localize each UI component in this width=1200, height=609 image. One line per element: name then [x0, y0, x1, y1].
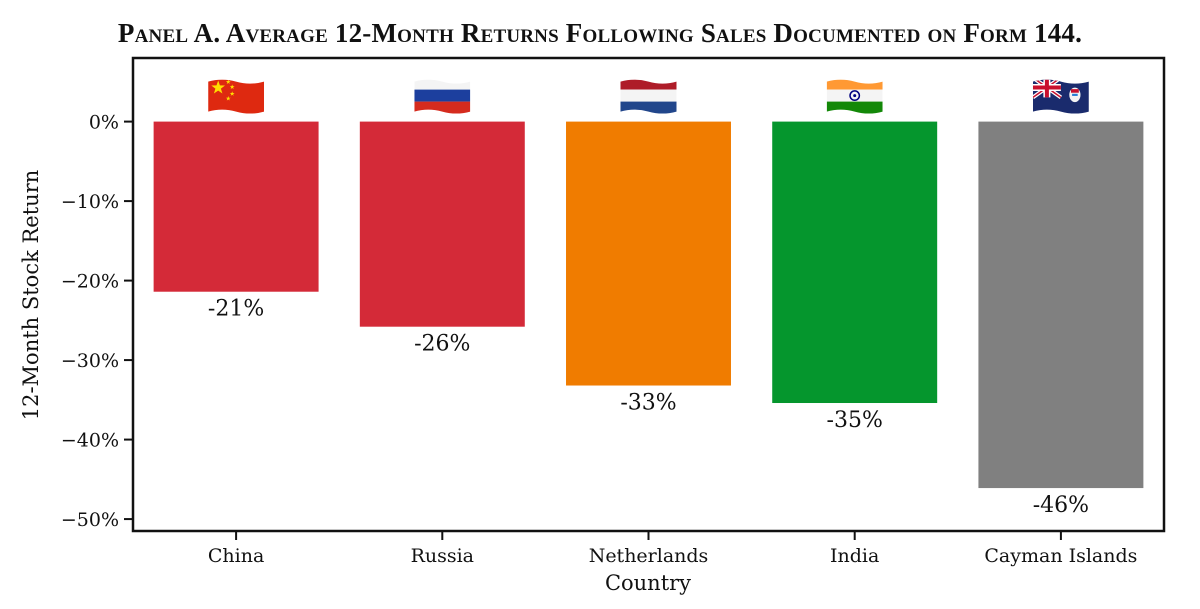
y-tick-label: −30% [61, 350, 119, 372]
x-tick-label: Netherlands [589, 545, 709, 567]
data-label: -33% [620, 391, 676, 416]
bar-russia [359, 121, 525, 327]
russia-flag-icon [414, 79, 471, 114]
x-axis-label: Country [605, 571, 691, 595]
data-label: -35% [827, 408, 883, 433]
x-tick-label: Cayman Islands [984, 545, 1137, 567]
china-flag-icon [208, 79, 265, 114]
bar-cayman-islands [978, 121, 1144, 489]
data-label: -26% [414, 332, 470, 357]
y-tick-label: 0% [89, 112, 119, 134]
bar-india [772, 121, 938, 404]
india-flag-icon [826, 79, 883, 114]
y-tick-label: −20% [61, 271, 119, 293]
y-tick-label: −50% [61, 509, 119, 531]
cayman-islands-flag-icon [1032, 79, 1089, 114]
flags-group [208, 79, 1089, 114]
data-label: -21% [208, 297, 264, 322]
y-axis: 0% −10% −20% −30% −40% −50% [61, 112, 133, 531]
chart-title: Panel A. Average 12-Month Returns Follow… [117, 18, 1083, 48]
x-tick-label: Russia [411, 545, 474, 567]
x-tick-label: India [830, 545, 879, 567]
plot-frame [131, 56, 1166, 533]
bar-china [153, 121, 319, 292]
y-tick-label: −10% [61, 191, 119, 213]
bars-group: -21% -26% -33% -35% -46% [153, 121, 1144, 518]
y-axis-label: 12-Month Stock Return [19, 170, 43, 421]
netherlands-flag-icon [620, 79, 677, 114]
bar-netherlands [566, 121, 731, 386]
x-axis: China Russia Netherlands India Cayman Island… [208, 531, 1137, 567]
x-tick-label: China [208, 545, 264, 567]
data-label: -46% [1033, 493, 1089, 518]
y-tick-label: −40% [61, 430, 119, 452]
